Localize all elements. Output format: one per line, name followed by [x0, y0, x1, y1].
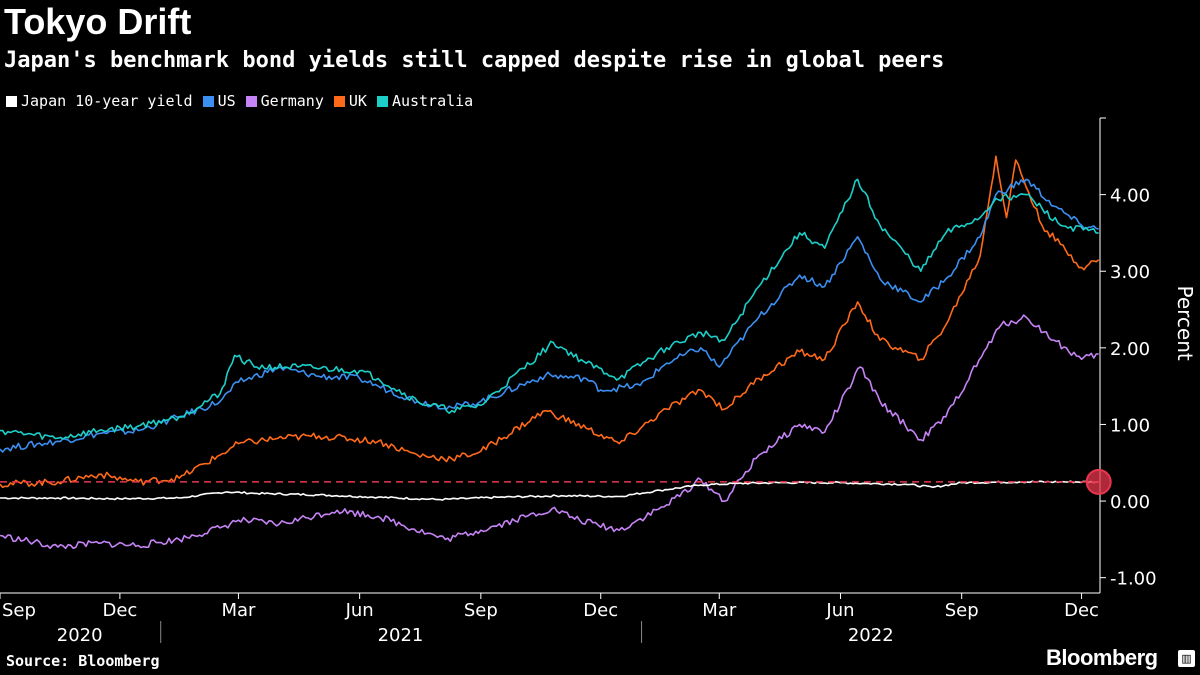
legend-swatch [202, 95, 214, 107]
legend-label: UK [348, 92, 367, 110]
y-tick-label: 1.00 [1110, 415, 1150, 436]
y-tick-label: 2.00 [1110, 339, 1150, 360]
reference-group [0, 468, 1112, 495]
chart-subtitle: Japan's benchmark bond yields still capp… [4, 48, 945, 73]
legend: Japan 10-year yield US Germany UK Australia [6, 90, 483, 112]
legend-swatch [245, 95, 257, 107]
x-tick-label: Sep [464, 600, 498, 621]
chart-title: Tokyo Drift [4, 1, 192, 42]
legend-item: Japan 10-year yield [6, 92, 193, 110]
x-tick-label: Dec [583, 600, 618, 621]
source-note: Source: Bloomberg [6, 652, 160, 670]
bloomberg-chart-icon: ▥ [1178, 650, 1195, 667]
brand-logo: Bloomberg [1046, 645, 1158, 670]
legend-item: Germany [245, 92, 324, 110]
x-tick-label: Dec [1064, 600, 1099, 621]
series-line-germany [0, 314, 1099, 550]
series-line-uk [0, 155, 1100, 488]
y-tick-label: -1.00 [1110, 569, 1157, 590]
legend-label: US [217, 92, 236, 110]
x-year-label: 2021 [378, 625, 424, 646]
x-tick-label: Sep [945, 600, 979, 621]
legend-swatch [6, 95, 17, 107]
series-group [0, 155, 1100, 550]
x-tick-label: Sep [2, 600, 36, 621]
y-tick-label: 4.00 [1110, 186, 1150, 207]
x-year-label: 2020 [57, 625, 103, 646]
axes-group: -1.00 0.00 1.00 2.00 3.00 4.00 Percent Sep Dec Ma… [0, 117, 1197, 646]
y-tick-label: 0.00 [1110, 492, 1150, 513]
x-year-label: 2022 [848, 625, 894, 646]
legend-item: Australia [376, 92, 474, 110]
legend-swatch [376, 95, 388, 107]
series-line-us [0, 178, 1099, 453]
x-tick-label: Mar [221, 600, 256, 621]
legend-item: UK [333, 92, 367, 110]
y-axis-title: Percent [1173, 286, 1197, 361]
series-line-australia [0, 178, 1099, 440]
legend-item: US [202, 92, 236, 110]
legend-swatch [333, 95, 345, 107]
x-tick-label: Jun [825, 600, 854, 621]
legend-label: Germany [260, 92, 324, 110]
series-line-japan-10-year-yield [0, 480, 1099, 501]
x-tick-label: Dec [102, 600, 137, 621]
legend-label: Japan 10-year yield [21, 92, 193, 110]
y-tick-label: 3.00 [1110, 262, 1150, 283]
x-tick-label: Jun [345, 600, 374, 621]
legend-label: Australia [391, 92, 474, 110]
highlight-marker [1085, 468, 1112, 495]
x-tick-label: Mar [702, 600, 737, 621]
